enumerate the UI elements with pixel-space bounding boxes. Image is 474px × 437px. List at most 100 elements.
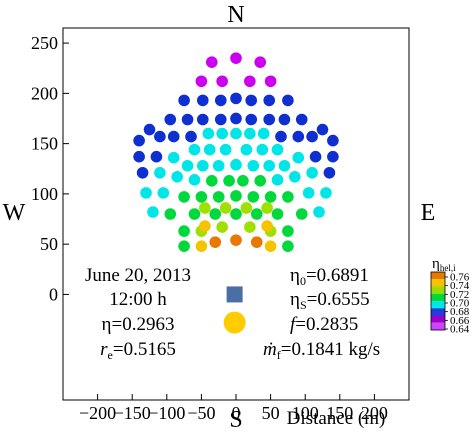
heliostat-point <box>143 123 156 136</box>
heliostat-point <box>247 159 260 172</box>
x-tick-label: −50 <box>187 403 215 423</box>
compass-south: S <box>229 407 242 432</box>
y-tick-label: 150 <box>31 134 58 154</box>
x-tick-label: 200 <box>361 403 388 423</box>
info-mf-sym: ṁ <box>263 339 277 360</box>
heliostat-point <box>282 94 294 107</box>
heliostat-point <box>181 159 194 172</box>
heliostat-point <box>292 130 305 143</box>
heliostat-point <box>306 130 318 143</box>
heliostat-point <box>209 236 222 248</box>
heliostat-point <box>306 166 318 179</box>
heliostat-point <box>278 113 291 126</box>
heliostat-point <box>278 159 291 172</box>
heliostat-point <box>245 113 258 126</box>
heliostat-point <box>316 123 329 136</box>
heliostat-point <box>199 220 211 232</box>
heliostat-point <box>195 75 208 88</box>
x-tick-label: 100 <box>292 403 319 423</box>
heliostat-point <box>289 171 301 183</box>
info-mf-val: =0.1841 kg/s <box>281 339 380 360</box>
sun-marker <box>223 311 246 334</box>
x-tick-label: −100 <box>148 403 185 423</box>
heliostat-point <box>230 112 242 125</box>
heliostat-point <box>230 92 242 105</box>
heliostat-point <box>196 94 209 107</box>
markers-group <box>223 286 246 334</box>
colorbar-tick-label: 0.68 <box>450 306 470 318</box>
heliostat-point <box>195 240 208 252</box>
heliostat-point <box>282 191 294 203</box>
colorbar-band <box>431 279 445 287</box>
info-re-sub: e <box>108 348 113 362</box>
heliostat-point <box>203 143 216 156</box>
heliostat-point <box>282 240 294 252</box>
colorbar-band <box>431 308 445 316</box>
heliostat-point <box>244 75 256 88</box>
heliostat-point <box>263 94 276 107</box>
info-mf-sub: f <box>277 348 281 362</box>
heliostat-point <box>214 94 227 107</box>
colorbar-title-sym: η <box>432 256 440 272</box>
info-etaS-val: =0.6555 <box>307 289 370 310</box>
info-mf: ṁf=0.1841 kg/s <box>263 339 380 362</box>
heliostat-point <box>254 56 267 68</box>
heliostat-point <box>261 202 273 214</box>
heliostat-point <box>133 134 145 147</box>
colorbar-band <box>431 315 445 323</box>
colorbar-title: ηhel,i <box>432 256 456 273</box>
heliostat-point <box>240 143 253 156</box>
heliostat-point <box>147 206 159 218</box>
heliostat-point <box>292 151 305 164</box>
heliostat-point <box>167 130 180 143</box>
info-etaS: ηS=0.6555 <box>290 289 370 312</box>
heliostat-point <box>216 221 228 233</box>
heliostat-point <box>320 187 332 199</box>
heliostat-point <box>230 234 242 246</box>
heliostat-point <box>323 166 336 179</box>
info-time: 12:00 h <box>109 289 167 310</box>
x-tick-label: −200 <box>79 403 116 423</box>
colorbar-tick-label: 0.64 <box>450 324 470 336</box>
heliostat-point <box>216 127 228 140</box>
heliostat-point <box>178 191 190 203</box>
y-tick-label: 100 <box>31 184 58 204</box>
heliostat-point <box>185 130 197 143</box>
heliostat-point <box>199 202 211 214</box>
heliostat-point <box>188 208 201 220</box>
heliostat-point <box>133 150 145 163</box>
heliostat-point <box>136 166 149 179</box>
heliostat-point <box>196 159 209 172</box>
compass-east: E <box>421 200 436 226</box>
heliostat-point <box>295 208 308 220</box>
y-tick-label: 50 <box>40 234 58 254</box>
heliostat-point <box>313 206 325 218</box>
heliostat-point <box>263 159 276 172</box>
info-eta0-val: =0.6891 <box>306 265 369 286</box>
heliostat-point <box>205 175 218 187</box>
info-f-sym: f <box>290 314 298 335</box>
compass-north: N <box>227 2 244 28</box>
colorbar-tick-label: 0.74 <box>450 280 470 292</box>
info-re: re=0.5165 <box>100 339 176 362</box>
heliostat-point <box>209 208 222 220</box>
info-eta0: η0=0.6891 <box>290 265 369 288</box>
heliostat-point <box>271 208 284 220</box>
colorbar-band <box>431 301 445 309</box>
heliostat-point <box>178 94 190 107</box>
colorbar-band <box>431 286 445 294</box>
info-eta0-sym: η <box>290 265 300 286</box>
colorbar: 0.760.740.720.700.680.660.64 <box>430 272 470 336</box>
x-tick-label: 0 <box>232 403 241 423</box>
info-date: June 20, 2013 <box>85 265 191 286</box>
heliostat-point <box>327 150 339 163</box>
heliostat-point <box>196 113 209 126</box>
heliostat-point <box>327 134 339 147</box>
heliostat-point <box>250 208 263 220</box>
info-re-val: =0.5165 <box>113 339 176 360</box>
heliostat-point <box>230 158 242 171</box>
heliostat-point <box>264 75 277 88</box>
y-tick-label: 200 <box>31 83 58 103</box>
heliostat-point <box>254 175 267 187</box>
